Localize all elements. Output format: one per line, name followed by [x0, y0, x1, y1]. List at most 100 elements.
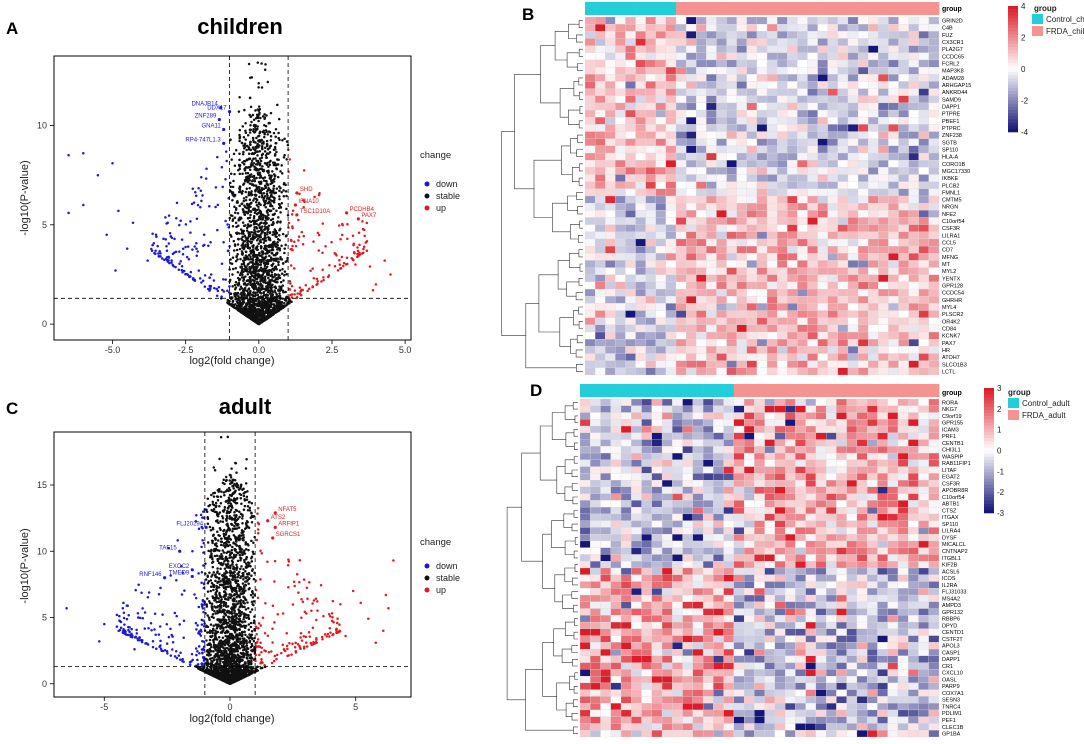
- gene-point: [234, 295, 237, 299]
- gene-point: [210, 539, 214, 542]
- gene-point: [244, 166, 247, 170]
- gene-point: [217, 656, 221, 660]
- gene-point: [217, 636, 221, 639]
- gene-point: [253, 179, 257, 183]
- gene-point: [211, 656, 214, 660]
- legend-swatch-stable: [424, 575, 430, 581]
- gene-point: [228, 632, 232, 636]
- gene-point: [265, 248, 268, 251]
- gene-point: [205, 639, 208, 642]
- gene-point: [256, 125, 259, 128]
- gene-point: [285, 140, 289, 143]
- gene-point: [225, 598, 228, 601]
- gene-point: [194, 596, 198, 600]
- gene-point: [273, 154, 277, 157]
- gene-point: [227, 648, 231, 652]
- gene-point: [122, 611, 126, 615]
- gene-point: [276, 241, 279, 244]
- gene-point: [338, 623, 341, 626]
- gene-point: [328, 635, 331, 638]
- gene-point: [345, 256, 349, 259]
- gene-point: [234, 586, 238, 590]
- gene-point: [331, 616, 334, 619]
- gene-point: [371, 289, 375, 292]
- gene-point: [259, 641, 262, 644]
- y-tick-label: 5: [42, 613, 47, 623]
- gene-point: [251, 592, 255, 595]
- gene-point: [233, 287, 237, 291]
- gene-label: RP4-747L1.3: [185, 137, 221, 143]
- gene-point: [222, 278, 225, 281]
- gene-point: [121, 607, 125, 610]
- gene-point: [270, 249, 273, 252]
- gene-point: [271, 170, 274, 173]
- legend-label-up: up: [436, 203, 446, 213]
- gene-point: [212, 495, 216, 498]
- gene-point: [278, 197, 281, 201]
- gene-point: [231, 185, 235, 189]
- gene-point: [254, 163, 258, 166]
- gene-point: [192, 201, 196, 204]
- gene-point: [346, 237, 349, 241]
- gene-point: [262, 129, 266, 133]
- gene-point: [252, 294, 255, 298]
- gene-point: [223, 567, 227, 570]
- gene-point: [269, 203, 272, 207]
- panel-label-b: B: [522, 5, 534, 24]
- gene-point: [259, 549, 262, 553]
- gene-point: [312, 599, 316, 602]
- legend-swatch-up: [424, 587, 430, 593]
- gene-point: [221, 520, 225, 524]
- gene-point: [281, 267, 284, 271]
- gene-point: [164, 238, 168, 241]
- gene-point: [256, 150, 260, 153]
- gene-point: [271, 161, 275, 164]
- gene-point: [181, 657, 184, 661]
- gene-point: [285, 207, 288, 211]
- gene-point: [231, 267, 235, 271]
- gene-point: [181, 247, 185, 250]
- gene-point: [241, 221, 245, 224]
- gene-point: [228, 636, 232, 639]
- gene-point: [273, 240, 276, 244]
- gene-point: [307, 287, 311, 291]
- gene-point: [289, 248, 292, 251]
- gene-point: [322, 276, 325, 279]
- gene-point: [273, 197, 276, 200]
- gene-point: [291, 209, 295, 213]
- gene-point: [271, 213, 275, 217]
- gene-point: [293, 240, 296, 243]
- gene-point: [281, 138, 284, 142]
- plot-frame-children: [53, 55, 412, 341]
- gene-point: [191, 187, 195, 190]
- x-tick-label: 0: [227, 702, 232, 712]
- gene-point: [260, 62, 263, 65]
- gene-point: [251, 596, 255, 599]
- gene-point: [267, 130, 271, 133]
- gene-point: [306, 289, 309, 293]
- gene-point: [276, 220, 280, 223]
- gene-point: [354, 263, 357, 266]
- gene-point: [261, 147, 264, 151]
- gene-point: [256, 275, 260, 278]
- gene-point: [191, 248, 194, 251]
- gene-point: [339, 603, 342, 606]
- gene-point: [278, 294, 282, 298]
- gene-point: [264, 205, 268, 209]
- gene-point: [306, 597, 309, 600]
- gene-point: [221, 515, 224, 518]
- gene-point: [215, 544, 219, 548]
- gene-point: [228, 285, 231, 288]
- gene-point: [259, 244, 263, 248]
- gene-point: [175, 579, 178, 582]
- gene-point: [257, 180, 261, 184]
- gene-point: [241, 235, 244, 239]
- gene-point: [254, 258, 258, 261]
- gene-point: [224, 572, 227, 575]
- gene-point: [229, 508, 233, 511]
- gene-point: [301, 243, 305, 246]
- legend-title-children: change: [420, 150, 451, 161]
- gene-point: [327, 274, 331, 277]
- gene-point: [157, 633, 161, 636]
- gene-point: [300, 598, 303, 601]
